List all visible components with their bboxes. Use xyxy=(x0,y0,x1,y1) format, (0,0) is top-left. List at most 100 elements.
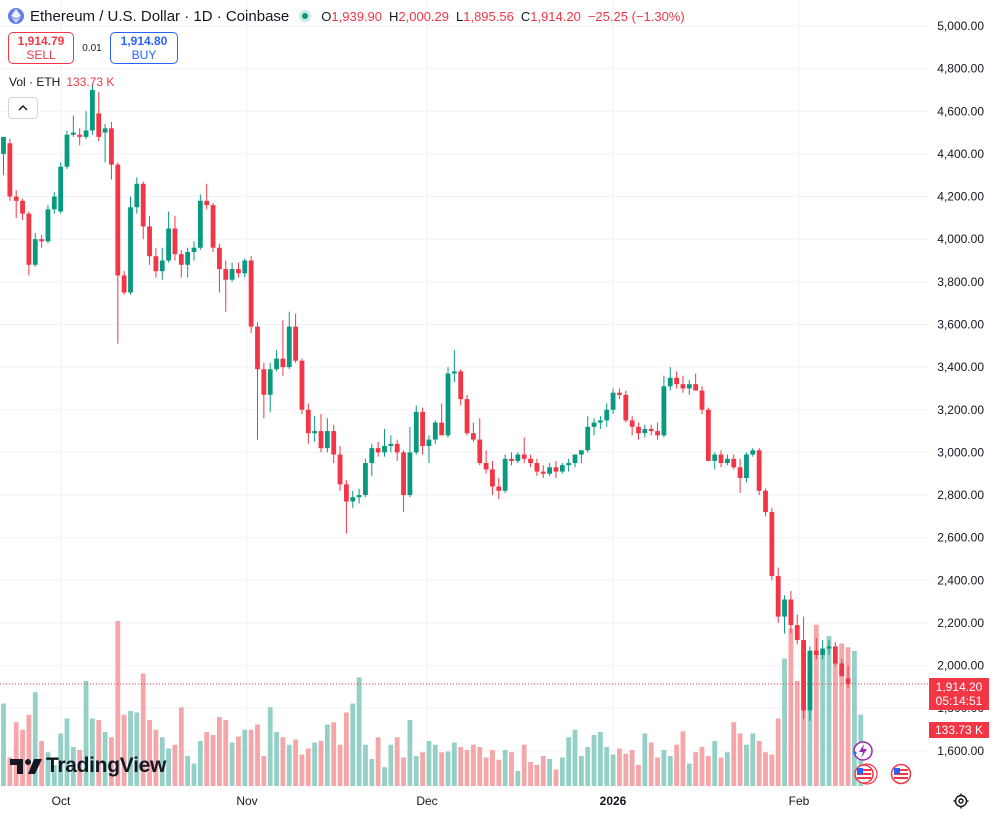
candle-body xyxy=(51,196,57,210)
volume-bar xyxy=(712,741,718,786)
y-axis-tick-label: 4,600.00 xyxy=(937,104,984,118)
volume-bar xyxy=(77,750,83,786)
chevron-up-icon xyxy=(18,105,28,111)
candle-body xyxy=(496,486,502,491)
candle-body xyxy=(324,431,330,449)
buy-button[interactable]: 1,914.80 BUY xyxy=(110,32,178,64)
volume-bar xyxy=(598,732,603,786)
volume-bar xyxy=(559,757,565,786)
candle-body xyxy=(693,384,699,391)
candle-body xyxy=(667,377,673,387)
sell-label: SELL xyxy=(26,48,56,62)
volume-bar xyxy=(229,742,235,786)
volume-bar xyxy=(90,718,95,786)
sell-button[interactable]: 1,914.79 SELL xyxy=(8,32,74,64)
candle-body xyxy=(839,663,845,677)
candle-body xyxy=(109,128,114,165)
volume-bar xyxy=(788,628,794,786)
candle-body xyxy=(58,166,64,212)
volume-bar xyxy=(388,744,394,786)
volume-bar xyxy=(737,733,743,786)
candle-body xyxy=(159,260,165,272)
y-axis-tick-label: 4,000.00 xyxy=(937,232,984,246)
x-axis-tick-label: 2026 xyxy=(600,794,627,808)
volume-bar xyxy=(471,744,476,786)
volume-bar xyxy=(267,707,273,786)
candle-body xyxy=(242,260,248,274)
volume-bar xyxy=(324,724,330,786)
candle-body xyxy=(274,358,279,370)
volume-bar xyxy=(223,720,229,786)
volume-bar xyxy=(242,729,248,786)
candle-body xyxy=(45,209,51,242)
candle-body xyxy=(705,409,711,461)
candle-body xyxy=(299,360,305,410)
candle-body xyxy=(572,454,578,464)
symbol-header: Ethereum / U.S. Dollar · 1D · Coinbase O… xyxy=(8,6,685,26)
trade-panel: 1,914.79 SELL 0.01 1,914.80 BUY xyxy=(8,32,178,64)
volume-bar xyxy=(109,737,114,786)
volume-bar xyxy=(375,737,381,786)
buy-label: BUY xyxy=(131,48,157,62)
candle-body xyxy=(521,454,527,459)
candle-body xyxy=(534,463,540,472)
settings-gear-icon[interactable] xyxy=(953,793,969,814)
volume-bar xyxy=(248,729,254,786)
spread-value: 0.01 xyxy=(82,42,102,54)
volume-bar xyxy=(617,748,622,786)
candle-body xyxy=(223,269,229,280)
volume-bar xyxy=(1,703,6,786)
tradingview-logo[interactable]: TradingView xyxy=(10,754,166,778)
tradingview-logo-icon xyxy=(10,759,42,774)
y-axis-tick-label: 4,800.00 xyxy=(937,62,984,76)
us-flag-event-icon[interactable] xyxy=(890,763,912,785)
y-axis-tick-label: 2,000.00 xyxy=(937,659,984,673)
last-price-badge: 1,914.20 05:14:51 xyxy=(929,678,989,710)
candle-body xyxy=(553,467,559,472)
ohlc-close-key: C xyxy=(520,8,531,24)
volume-bar xyxy=(51,765,57,786)
volume-bar xyxy=(509,752,514,786)
candle-body xyxy=(1,136,6,154)
volume-bar xyxy=(839,643,845,786)
volume-bar xyxy=(636,765,641,786)
candle-body xyxy=(172,228,178,255)
volume-bar xyxy=(140,673,146,786)
volume-bar xyxy=(261,756,267,786)
volume-bar xyxy=(64,718,70,786)
volume-bar xyxy=(331,722,337,786)
lightning-event-icon[interactable] xyxy=(849,741,873,761)
candle-body xyxy=(20,200,25,214)
volume-bar xyxy=(102,732,108,786)
volume-bar xyxy=(553,769,559,786)
volume-bar xyxy=(490,750,495,786)
candle-body xyxy=(286,326,292,368)
sell-price: 1,914.79 xyxy=(17,34,65,48)
volume-bar xyxy=(363,744,368,786)
candle-body xyxy=(445,373,451,436)
volume-bar xyxy=(852,651,857,786)
volume-bar xyxy=(705,756,711,786)
candle-body xyxy=(115,164,121,276)
candle-body xyxy=(331,431,337,455)
volume-bar xyxy=(293,739,298,786)
symbol-title[interactable]: Ethereum / U.S. Dollar · 1D · Coinbase xyxy=(30,7,290,25)
candle-body xyxy=(788,599,794,626)
volume-bar xyxy=(280,737,286,786)
candle-body xyxy=(413,411,419,453)
candle-body xyxy=(121,275,127,293)
volume-bar xyxy=(7,757,13,786)
ohlc-open-key: O xyxy=(321,8,332,24)
candle-body xyxy=(845,678,851,684)
y-axis-tick-label: 2,400.00 xyxy=(937,573,984,587)
collapse-legend-button[interactable] xyxy=(8,97,38,119)
volume-bar xyxy=(299,754,305,786)
candle-body xyxy=(718,454,724,464)
y-axis-tick-label: 4,200.00 xyxy=(937,190,984,204)
volume-bar xyxy=(58,733,64,786)
volume-legend[interactable]: Vol · ETH 133.73 K xyxy=(9,75,114,89)
us-flag-event-icon[interactable] xyxy=(853,763,878,785)
volume-bar xyxy=(451,742,457,786)
